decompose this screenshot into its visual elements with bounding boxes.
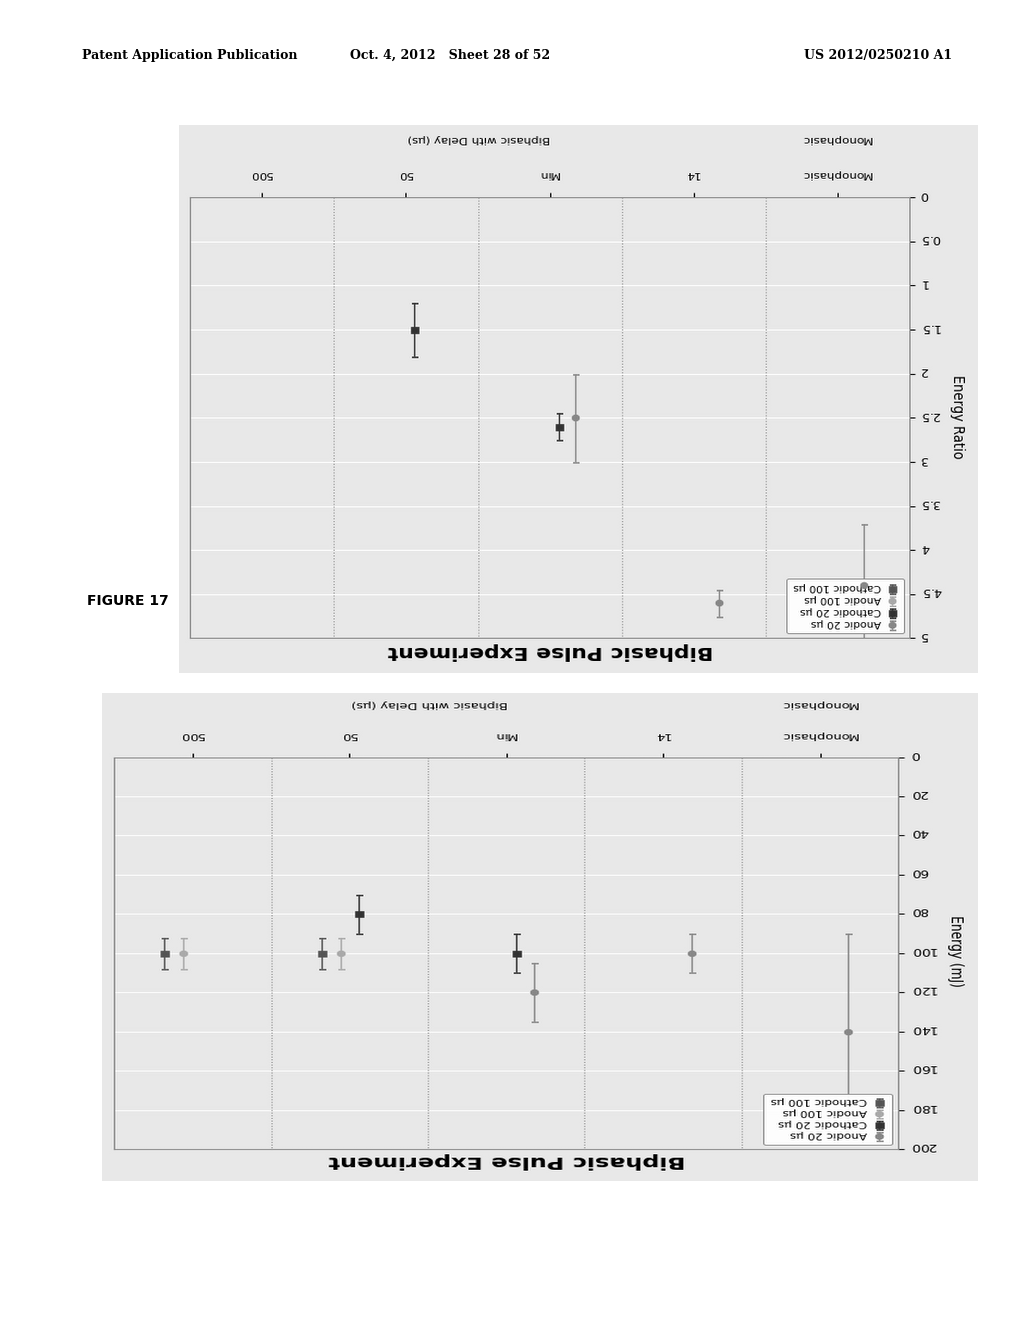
Text: Patent Application Publication: Patent Application Publication (82, 49, 297, 62)
Text: FIGURE 17: FIGURE 17 (87, 594, 169, 607)
Text: Oct. 4, 2012   Sheet 28 of 52: Oct. 4, 2012 Sheet 28 of 52 (350, 49, 551, 62)
Text: US 2012/0250210 A1: US 2012/0250210 A1 (804, 49, 952, 62)
